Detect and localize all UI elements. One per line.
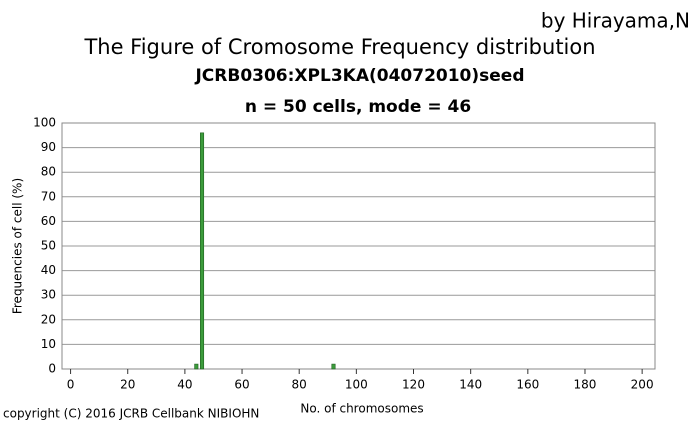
chart-subtitle: n = 50 cells, mode = 46 <box>245 97 471 117</box>
bar <box>194 363 199 370</box>
y-tick-label: 50 <box>41 239 56 253</box>
bar <box>331 363 336 370</box>
x-tick-label: 40 <box>177 378 192 392</box>
chart-title: The Figure of Cromosome Frequency distri… <box>83 35 595 59</box>
x-tick-label: 200 <box>631 378 654 392</box>
y-tick-label: 0 <box>48 362 56 376</box>
x-tick-label: 60 <box>234 378 249 392</box>
copyright: copyright (C) 2016 JCRB Cellbank NIBIOHN <box>3 407 259 421</box>
x-axis-label: No. of chromosomes <box>300 402 423 416</box>
x-tick-label: 120 <box>402 378 425 392</box>
x-tick-label: 140 <box>459 378 482 392</box>
x-tick-label: 0 <box>67 378 75 392</box>
author: by Hirayama,N <box>541 9 690 33</box>
y-tick-label: 40 <box>41 263 56 277</box>
y-tick-label: 10 <box>41 337 56 351</box>
y-tick-label: 100 <box>33 116 56 130</box>
y-tick-label: 20 <box>41 312 56 326</box>
y-axis-label: Frequencies of cell (%) <box>11 178 25 314</box>
bar <box>200 132 205 370</box>
plot-frame <box>61 122 656 370</box>
y-tick-label: 60 <box>41 214 56 228</box>
x-tick-label: 180 <box>574 378 597 392</box>
x-tick-label: 80 <box>292 378 307 392</box>
y-tick-label: 90 <box>41 140 56 154</box>
x-tick-label: 100 <box>345 378 368 392</box>
y-tick-label: 80 <box>41 165 56 179</box>
y-tick-label: 70 <box>41 189 56 203</box>
x-tick-label: 160 <box>516 378 539 392</box>
y-tick-label: 30 <box>41 288 56 302</box>
x-tick-label: 20 <box>120 378 135 392</box>
chart-subtitle: JCRB0306:XPL3KA(04072010)seed <box>194 66 524 86</box>
